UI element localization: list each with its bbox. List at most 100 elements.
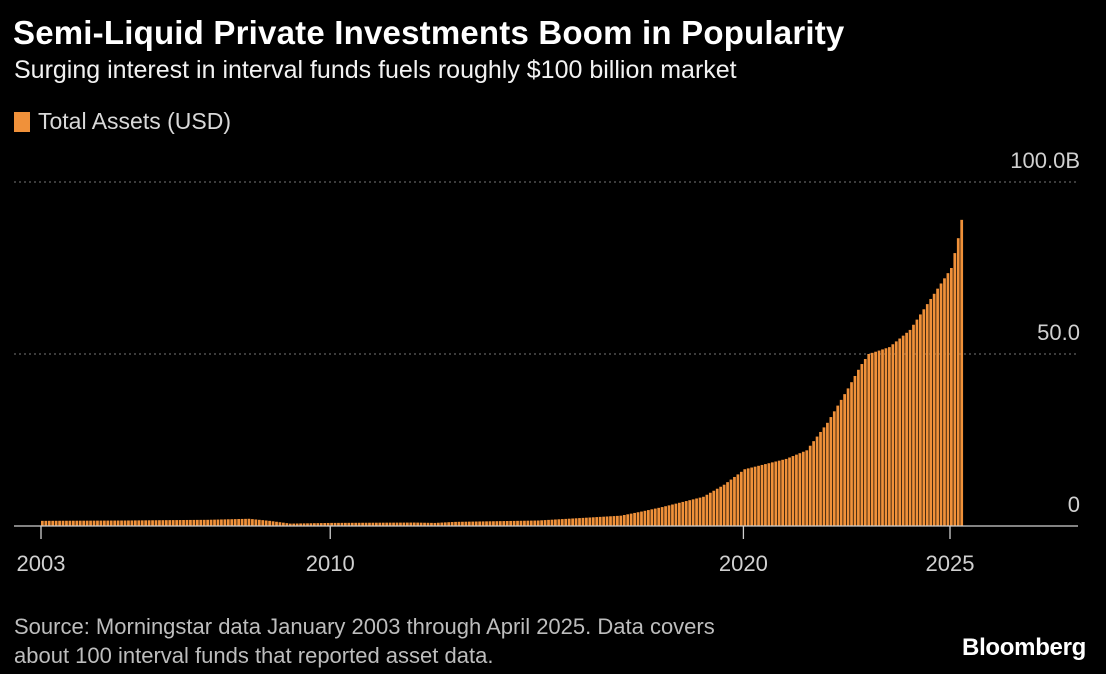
bar	[471, 521, 475, 526]
bar	[581, 517, 585, 526]
bar	[757, 465, 760, 526]
x-tick-label: 2010	[306, 551, 355, 576]
bar	[419, 522, 423, 526]
bar	[137, 520, 141, 526]
bar	[488, 521, 492, 526]
bar	[629, 513, 633, 526]
bar	[168, 520, 172, 526]
bar	[402, 522, 406, 526]
bar	[68, 520, 72, 526]
bar	[715, 488, 719, 526]
bar	[106, 520, 110, 526]
bar	[113, 520, 117, 526]
bar	[144, 520, 148, 526]
bar	[857, 369, 860, 526]
bar	[230, 519, 234, 526]
bar	[436, 522, 440, 526]
bar	[901, 335, 905, 526]
bar	[884, 348, 888, 526]
bar	[492, 521, 495, 526]
bar	[554, 519, 557, 526]
bar	[405, 522, 409, 526]
bar	[220, 519, 223, 526]
bar	[894, 341, 898, 526]
bar	[764, 464, 767, 526]
bar	[529, 520, 533, 526]
bar	[925, 304, 929, 526]
bar	[92, 520, 96, 527]
bar	[368, 522, 371, 526]
bar	[302, 523, 306, 526]
bar	[337, 522, 340, 526]
bar	[657, 507, 661, 526]
bar	[826, 422, 829, 526]
gridlines	[14, 181, 1078, 355]
bar	[140, 520, 144, 526]
bar	[264, 520, 268, 526]
bar	[681, 501, 685, 526]
bar	[667, 505, 671, 526]
bar	[350, 522, 354, 526]
bar	[505, 521, 509, 526]
bar	[464, 521, 468, 526]
bar	[850, 382, 853, 526]
bar	[705, 494, 709, 526]
bar	[485, 521, 488, 526]
bar	[385, 522, 389, 526]
bar	[626, 514, 630, 526]
y-tick-label: 100.0B	[1010, 148, 1080, 173]
bar	[47, 520, 51, 526]
bar	[822, 427, 826, 526]
bar	[151, 520, 154, 526]
bar	[295, 523, 299, 526]
bar	[650, 509, 654, 526]
bar	[261, 520, 265, 526]
bar	[695, 498, 698, 526]
bar	[533, 520, 537, 526]
bar	[588, 517, 592, 526]
bar	[574, 518, 578, 526]
y-axis-labels: 0 50.0 100.0B	[1010, 148, 1080, 517]
bar	[182, 520, 185, 526]
bar	[313, 523, 316, 526]
bar	[946, 273, 950, 526]
bar	[457, 521, 461, 526]
bar	[130, 520, 134, 526]
bar	[750, 467, 754, 526]
bar	[209, 519, 213, 526]
legend-swatch	[14, 111, 30, 132]
y-tick-label: 0	[1068, 492, 1080, 517]
bar	[192, 519, 196, 526]
bar	[788, 457, 791, 526]
bar	[708, 492, 712, 526]
bar	[364, 522, 368, 526]
bar	[41, 520, 44, 526]
bar	[498, 521, 502, 526]
bar	[815, 436, 819, 526]
bar	[874, 351, 877, 526]
bar	[195, 519, 199, 526]
bar	[399, 522, 402, 526]
bar	[216, 519, 220, 526]
bar	[616, 515, 619, 526]
bar	[877, 350, 881, 526]
bar	[956, 238, 960, 526]
bar	[502, 521, 506, 526]
x-tick-label: 2025	[926, 551, 975, 576]
bar	[633, 512, 636, 526]
bar	[839, 399, 843, 526]
bar	[481, 521, 485, 526]
x-tick-label: 2003	[17, 551, 66, 576]
bar	[271, 521, 275, 526]
bar	[285, 523, 289, 526]
bar	[640, 511, 643, 526]
bar	[158, 520, 161, 526]
bar	[939, 283, 943, 526]
bar	[905, 332, 908, 526]
bar	[147, 520, 151, 526]
bar	[116, 520, 120, 526]
bar	[509, 520, 513, 526]
source-line-1: Source: Morningstar data January 2003 th…	[14, 614, 715, 639]
bar	[519, 520, 523, 526]
bar	[936, 288, 939, 526]
